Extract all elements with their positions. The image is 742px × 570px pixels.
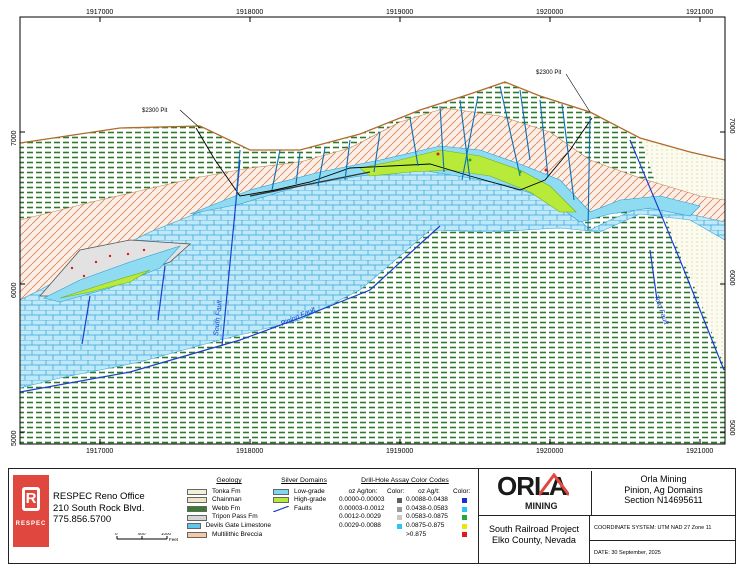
topography-line xyxy=(19,81,726,161)
respec-logo: R RESPEC xyxy=(13,475,49,547)
easting-tick-label: 1920000 xyxy=(536,9,563,16)
swatch xyxy=(187,488,207,495)
legend-panel: R RESPEC RESPEC Reno Office 210 South Ro… xyxy=(8,468,736,564)
svg-text:0: 0 xyxy=(115,533,118,536)
cross-section-diagram: $2300 Pit $2300 Pit South Fault Pinion F… xyxy=(11,9,735,455)
easting-axis: 1917000 1918000 1919000 1920000 1921000 … xyxy=(86,9,713,455)
assay-row: 0.0012-0.0029 0.0583-0.0875 xyxy=(339,513,471,522)
svg-text:1000: 1000 xyxy=(161,533,172,536)
geology-legend: Geology Tonka Fm Chainman Webb Fm Tripon… xyxy=(187,477,271,539)
elevation-axis: 7000 6000 5000 7000 6000 5000 xyxy=(11,118,735,446)
easting-tick-label: 1921000 xyxy=(686,448,713,455)
legend-row: Webb Fm xyxy=(187,505,271,514)
swatch xyxy=(187,523,201,530)
easting-tick-label: 1917000 xyxy=(86,9,113,16)
pit-shell xyxy=(195,117,593,197)
dark-band xyxy=(249,171,371,197)
project-name: South Railroad Project xyxy=(488,524,580,534)
swatch xyxy=(273,506,289,513)
swatch xyxy=(273,497,289,504)
legend-row: Faults xyxy=(273,505,335,514)
swatch xyxy=(187,506,207,513)
company-block: Orla Mining Pinion, Ag Domains Section N… xyxy=(591,471,735,515)
scale-bar: 0 500 1000 Feet xyxy=(115,533,179,542)
swatch xyxy=(187,514,207,521)
elevation-tick-label: 7000 xyxy=(11,130,18,146)
fault-label: South Fault xyxy=(213,299,224,336)
high-grade-domain xyxy=(359,149,577,213)
company-name: Orla Mining xyxy=(640,474,687,484)
office-block: RESPEC Reno Office 210 South Rock Blvd. … xyxy=(53,491,145,526)
title-block: ORLA MINING Orla Mining Pinion, Ag Domai… xyxy=(478,469,736,564)
svg-text:Feet: Feet xyxy=(169,537,179,542)
elevation-tick-label: 5000 xyxy=(11,430,18,446)
easting-tick-label: 1921000 xyxy=(686,9,713,16)
legend-row: Devils Gate Limestone xyxy=(187,522,271,531)
office-name: RESPEC Reno Office xyxy=(53,491,145,502)
project-county: Elko County, Nevada xyxy=(492,535,576,545)
easting-tick-label: 1919000 xyxy=(386,9,413,16)
swatch xyxy=(187,497,207,504)
legend-row: Chainman xyxy=(187,496,271,505)
meta-block: COORDINATE SYSTEM: UTM NAD 27 Zone 11 DA… xyxy=(589,515,736,564)
legend-row: Multilithic Breccia xyxy=(187,531,271,540)
legend-row: Low-grade xyxy=(273,488,335,497)
office-address: 210 South Rock Blvd. xyxy=(53,502,145,514)
project-block: South Railroad Project Elko County, Neva… xyxy=(479,515,589,563)
assay-header: oz Ag/ton: Color: oz Ag/t: Color: xyxy=(348,487,471,495)
easting-tick-label: 1917000 xyxy=(86,448,113,455)
swatch xyxy=(273,488,289,495)
section-frame xyxy=(19,16,726,445)
silver-title: Silver Domains xyxy=(281,477,327,484)
legend-row: High-grade xyxy=(273,496,335,505)
easting-tick-label: 1920000 xyxy=(536,448,563,455)
low-grade-domain xyxy=(43,245,181,303)
elevation-tick-label: 6000 xyxy=(11,282,18,298)
high-grade-domain xyxy=(59,269,151,299)
legend-row: Tonka Fm xyxy=(187,488,271,497)
assay-row: 0.0000-0.00003 0.0088-0.0438 xyxy=(339,496,471,505)
assay-row: >0.875 xyxy=(339,531,471,540)
geology-title: Geology xyxy=(216,477,242,484)
pit-label: $2300 Pit xyxy=(142,108,168,114)
office-phone: 775.856.5700 xyxy=(53,514,112,525)
coordinate-system: COORDINATE SYSTEM: UTM NAD 27 Zone 11 xyxy=(594,525,712,531)
swatch xyxy=(187,531,207,538)
elevation-tick-label: 5000 xyxy=(728,420,735,436)
map-date: DATE: 30 September, 2025 xyxy=(590,540,736,564)
orla-logo: ORLA MINING xyxy=(481,471,589,515)
assay-row: 0.0029-0.0088 0.0875-0.875 xyxy=(339,522,471,531)
elevation-tick-label: 7000 xyxy=(728,118,735,134)
elevation-tick-label: 6000 xyxy=(728,270,735,286)
map-subtitle: Pinion, Ag Domains xyxy=(624,484,703,495)
easting-tick-label: 1919000 xyxy=(386,448,413,455)
assay-title: Drill-Hole Assay Color Codes xyxy=(361,477,449,484)
assay-legend: Drill-Hole Assay Color Codes oz Ag/ton: … xyxy=(339,477,471,539)
silver-domains-legend: Silver Domains Low-grade High-grade Faul… xyxy=(273,477,335,513)
section-name: Section N14695611 xyxy=(624,495,703,505)
easting-tick-label: 1918000 xyxy=(236,448,263,455)
legend-row: Tripon Pass Fm xyxy=(187,513,271,522)
pit-label: $2300 Pit xyxy=(536,70,562,76)
assay-row: 0.00003-0.0012 0.0438-0.0583 xyxy=(339,505,471,514)
easting-tick-label: 1918000 xyxy=(236,9,263,16)
assay-points xyxy=(70,152,548,278)
drill-holes xyxy=(235,85,591,231)
svg-text:500: 500 xyxy=(138,533,146,536)
